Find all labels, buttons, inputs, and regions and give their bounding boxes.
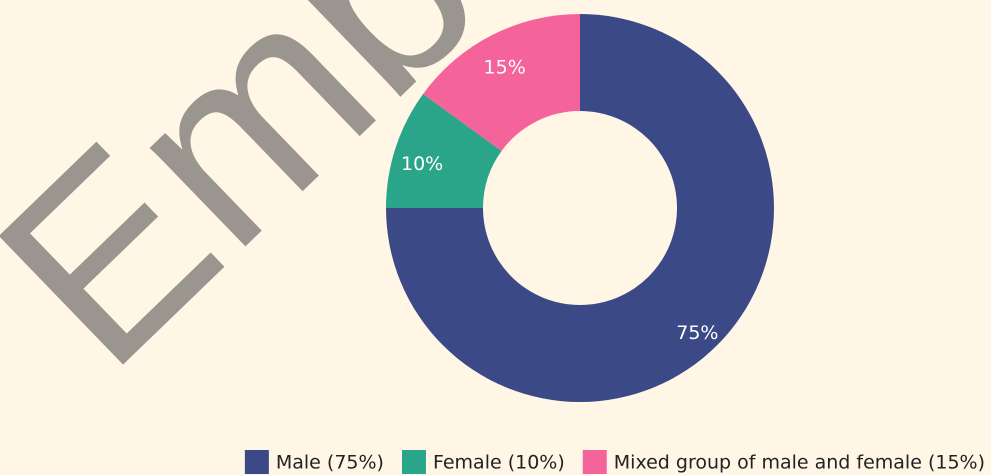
legend: Male (75%) Female (10%) Mixed group of mal… xyxy=(244,450,985,474)
slice xyxy=(386,93,502,208)
donut: 75% 10% 15% xyxy=(386,14,774,402)
legend-label: Mixed group of male and female (15%) xyxy=(614,452,985,474)
legend-label: Male (75%) xyxy=(276,452,384,474)
legend-swatch xyxy=(244,450,269,474)
slice xyxy=(423,14,580,151)
legend-swatch xyxy=(582,450,607,474)
slice-label: 15% xyxy=(484,57,526,79)
legend-label: Female (10%) xyxy=(433,452,565,474)
slice xyxy=(386,14,774,402)
slice-label: 75% xyxy=(676,322,718,344)
slice-label: 10% xyxy=(401,153,443,175)
legend-swatch xyxy=(401,450,426,474)
